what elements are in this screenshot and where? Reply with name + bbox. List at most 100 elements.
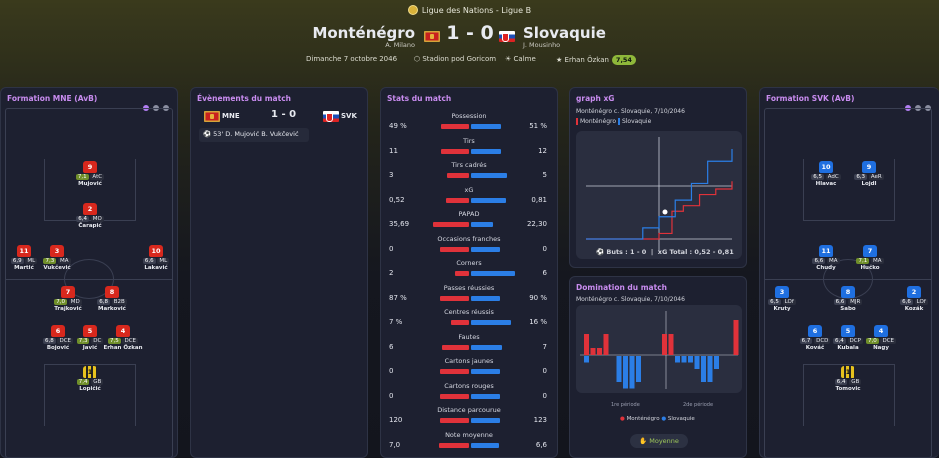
goal-event[interactable]: ⚽ 53' D. Mujović B. Vukčević (199, 128, 309, 142)
stat-home-value: 7 % (389, 318, 403, 326)
player[interactable]: 1 7,4 GB Lopičić (60, 366, 120, 392)
stadium[interactable]: ⬡ Stadion pod Goricom (414, 55, 497, 63)
player-name: Lojdl (861, 181, 877, 187)
player[interactable]: 7 7,0 MD Trajković (38, 286, 98, 312)
competition-logo-icon (407, 5, 418, 15)
dom-bar-home (584, 334, 589, 355)
shirt-icon: 3 (50, 245, 64, 257)
shirt-icon: 11 (819, 245, 833, 257)
stat-label: Corners (456, 259, 482, 267)
xg-subtitle: Monténégro c. Slovaquie, 7/10/2046 (576, 108, 685, 115)
player-name: Lakavić (144, 265, 168, 271)
stat-away-value: 12 (538, 146, 547, 155)
events-away-team: SVK (341, 112, 357, 120)
player[interactable]: 9 7,1 AtC Mujović (60, 161, 120, 187)
panel-title: graph xG (576, 94, 615, 103)
player[interactable]: 3 7,3 MA Vukčević (27, 245, 87, 271)
player[interactable]: 6 6,7 DCD Kováč (785, 325, 845, 351)
stat-label: Fautes (458, 332, 480, 341)
dom-bar-away (714, 356, 719, 369)
player-position: DCE (122, 338, 139, 344)
stat-home-value: 3 (389, 171, 394, 179)
player[interactable]: 7 7,1 MA Hučko (840, 245, 900, 271)
player[interactable]: 3 6,5 LOf Kruty (760, 286, 812, 312)
away-formation-panel: Formation SVK (AvB) 10 6,5 AdC Hlavac 9 6,3 … (759, 87, 939, 458)
stat-bar-away (471, 124, 501, 129)
shirt-icon: 3 (775, 286, 789, 298)
player-rating: 6,5 (811, 174, 824, 180)
stat-home-value: 35,69 (389, 220, 410, 228)
shirt-icon: 8 (105, 286, 119, 298)
player-rating: 6,4 (76, 216, 89, 222)
events-score: 1 - 0 (271, 109, 297, 120)
player[interactable]: 2 6,4 MO Čarapić (60, 203, 120, 229)
player-ratings: 6,6 LOf (884, 299, 939, 305)
player[interactable]: 5 6,4 DCP Kubala (818, 325, 878, 351)
player[interactable]: 6 6,8 DCE Bojović (28, 325, 88, 351)
player[interactable]: 2 6,6 LOf Kozák (884, 286, 939, 312)
stat-bar-away (471, 222, 494, 227)
shirt-icon: 5 (841, 325, 855, 337)
center-circle (64, 259, 114, 299)
player-rating: 6,7 (799, 338, 813, 344)
player[interactable]: 10 6,6 ML Lakavić (126, 245, 177, 271)
referee[interactable]: ★ Erhan Özkan 7,54 (556, 55, 636, 65)
player-ratings: 7,0 MD (38, 299, 98, 305)
away-team-name[interactable]: Slovaquie (523, 24, 606, 42)
stat-label: Cartons rouges (444, 381, 494, 390)
panel-title: Formation MNE (AvB) (7, 94, 98, 103)
player-position: MJR (848, 299, 863, 305)
player[interactable]: 11 6,9 ML Martić (1, 245, 54, 271)
dom-bar-home (603, 334, 609, 355)
player-rating: 6,6 (900, 299, 913, 305)
stat-away-value: 6 (542, 269, 547, 277)
xg-line-away (586, 149, 733, 240)
home-coach[interactable]: A. Milano (385, 41, 415, 49)
goal-marker-icon (662, 209, 668, 215)
player[interactable]: 4 7,5 DCE Erhan Özkan (93, 325, 153, 351)
dom-bar-home (597, 348, 602, 355)
player[interactable]: 4 7,0 DCE Nagy (851, 325, 911, 351)
dom-bar-home (668, 334, 674, 355)
player-ratings: 6,4 DCP (818, 338, 878, 344)
stat-label: Centres réussis (444, 308, 494, 316)
player-rating: 6,6 (812, 258, 826, 264)
player-name: Javić (82, 345, 98, 351)
away-coach[interactable]: J. Mousinho (523, 41, 561, 49)
player[interactable]: 5 7,3 DC Javić (60, 325, 120, 351)
match-score: 1 - 0 (446, 22, 494, 44)
shirt-icon: 6 (51, 325, 65, 337)
player[interactable]: 10 6,5 AdC Hlavac (796, 161, 856, 187)
player-ratings: 7,5 DCE (93, 338, 153, 344)
player[interactable]: 9 6,3 AeR Lojdl (839, 161, 899, 187)
player[interactable]: 1 6,4 GB Tomovic (818, 366, 878, 392)
home-team-name[interactable]: Monténégro (312, 24, 415, 42)
stat-bar-home (440, 124, 469, 129)
competition-title[interactable]: Ligue des Nations - Ligue B (0, 5, 939, 15)
player-position: DCP (847, 338, 863, 344)
player-position: AdC (825, 174, 841, 180)
dom-bar-away (707, 356, 713, 382)
average-button[interactable]: ✋ Moyenne (630, 434, 688, 448)
thumb-icon: ✋ (639, 437, 648, 445)
pitch (764, 108, 932, 457)
dom-bar-away (694, 356, 700, 369)
player[interactable]: 8 6,8 B2B Marković (82, 286, 142, 312)
shirt-icon: 5 (83, 325, 97, 337)
shirt-icon: 9 (862, 161, 876, 173)
montenegro-flag-icon (424, 31, 440, 42)
dom-bar-home (733, 320, 739, 355)
player-rating: 7,5 (107, 338, 121, 344)
home-formation-panel: Formation MNE (AvB) 9 7,1 AtC Mujović 2 6,4 … (0, 87, 178, 458)
player-position: LOf (782, 299, 796, 305)
player[interactable]: 8 6,6 MJR Sabo (818, 286, 878, 312)
domination-chart-svg (580, 311, 739, 389)
stat-home-value: 0,52 (389, 195, 405, 204)
player[interactable]: 11 6,6 MA Chudy (796, 245, 856, 271)
player-position: MA (870, 258, 884, 264)
player-name: Trajković (54, 306, 82, 312)
legend-home: Monténégro (576, 118, 617, 125)
player-name: Bojović (46, 345, 70, 351)
match-date: Dimanche 7 octobre 2046 (306, 55, 398, 63)
player-position: DCE (57, 338, 74, 344)
